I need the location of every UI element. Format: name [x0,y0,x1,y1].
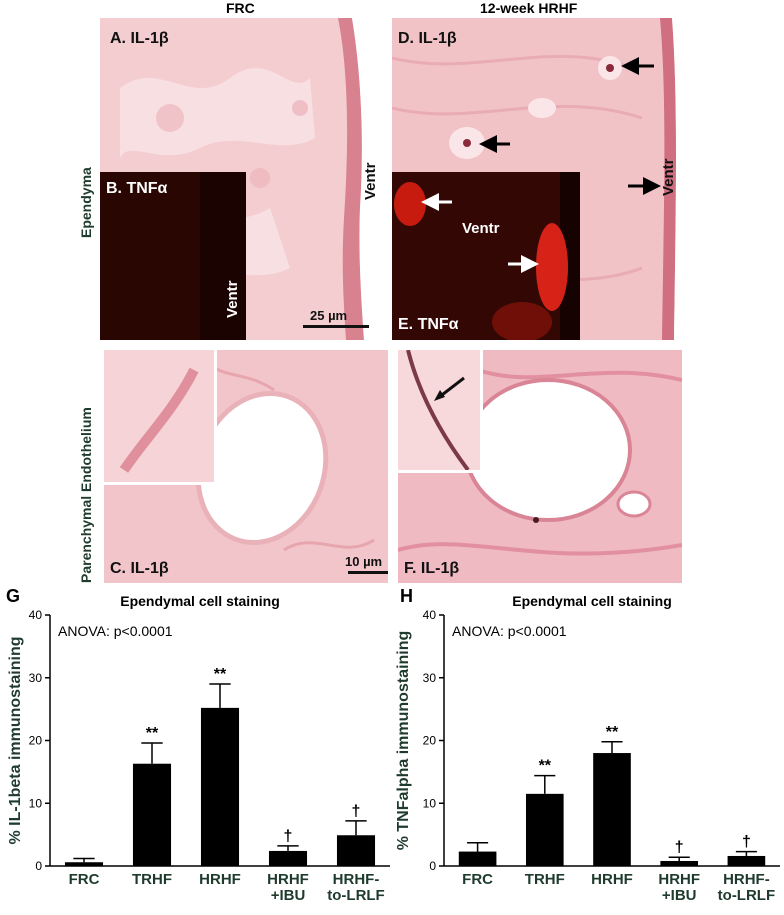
y-tick-label: 0 [35,859,42,873]
x-tick-label: +IBU [271,887,306,904]
chart-title: Ependymal cell staining [512,593,672,609]
bar [727,855,766,866]
bar [64,862,104,866]
panel-c-inset [104,350,217,485]
anova-annotation: ANOVA: p<0.0001 [452,623,567,639]
bar [200,707,240,866]
bar [268,850,308,866]
panel-f-inset [398,350,483,473]
scale-label-bottom: 10 µm [345,554,383,569]
scale-bar-top [303,325,369,328]
significance-marker: ** [146,725,159,742]
x-tick-label: HRHF- [333,871,380,888]
y-tick-label: 30 [423,671,437,685]
anova-annotation: ANOVA: p<0.0001 [58,623,173,639]
panel-a-ventr-label: Ventr [362,162,379,200]
column-header-hrhf: 12-week HRHF [480,0,578,16]
panel-d-arrows [421,57,661,273]
x-tick-label: TRHF [525,871,565,888]
arrow-icon [434,390,445,401]
panel-g-letter: G [6,586,21,606]
row-label-ependyma: Ependyma [78,167,94,238]
panel-a-label: A. IL-1β [110,30,169,47]
y-axis-label: % IL-1beta immunostaining [7,636,24,844]
panel-e-ventr-label: Ventr [462,220,500,237]
column-header-frc: FRC [226,0,255,16]
significance-marker: † [742,834,751,851]
panel-b-label: B. TNFα [106,180,168,197]
x-tick-label: HRHF [267,871,309,888]
x-tick-label: to-LRLF [718,887,775,904]
x-tick-label: HRHF [591,871,633,888]
x-tick-label: TRHF [132,871,172,888]
scale-label-top: 25 µm [310,308,348,323]
x-tick-label: FRC [69,871,100,888]
chart-g: Ependymal cell staining ANOVA: p<0.0001 % … [7,593,390,904]
x-tick-label: HRHF [199,871,241,888]
panel-h-letter: H [400,586,413,606]
bar [458,851,497,866]
panel-f-micrograph [398,350,682,583]
panel-b-fluorescence [100,172,246,340]
row-label-parenchymal-endothelium: Parenchymal Endothelium [78,407,94,583]
panel-c-micrograph [104,350,388,583]
significance-marker: ** [539,758,552,775]
significance-marker: ** [606,724,619,741]
bar [660,860,699,866]
panel-f-label: F. IL-1β [404,560,460,577]
y-axis-label: % TNFalpha immunostaining [395,631,412,851]
y-tick-label: 30 [29,671,43,685]
y-tick-label: 40 [29,608,43,622]
significance-marker: † [284,828,293,845]
bar [336,835,376,866]
y-tick-label: 20 [423,734,437,748]
bar [132,763,172,866]
panel-e-fluorescence [392,172,580,340]
y-tick-label: 10 [29,796,43,810]
y-tick-label: 20 [29,734,43,748]
y-tick-label: 10 [423,796,437,810]
panel-c-label: C. IL-1β [110,560,169,577]
x-tick-label: HRHF- [723,871,770,888]
panel-d-micrograph [392,18,682,340]
y-tick-label: 0 [429,859,436,873]
panel-d-label: D. IL-1β [398,30,457,47]
significance-marker: † [675,839,684,856]
panel-b-ventr-label: Ventr [224,280,241,318]
significance-marker: ** [214,666,227,683]
bar [593,753,631,866]
panel-a-micrograph [100,18,384,340]
x-tick-label: to-LRLF [327,887,384,904]
chart-h: Ependymal cell staining ANOVA: p<0.0001 % … [395,593,780,904]
y-tick-label: 40 [423,608,437,622]
x-tick-label: HRHF [658,871,700,888]
chart-title: Ependymal cell staining [120,593,280,609]
panel-e-label: E. TNFα [398,316,459,333]
x-tick-label: FRC [462,871,493,888]
significance-marker: † [352,803,361,820]
x-tick-label: +IBU [662,887,697,904]
bar [525,793,564,866]
scale-bar-bottom [348,571,388,574]
